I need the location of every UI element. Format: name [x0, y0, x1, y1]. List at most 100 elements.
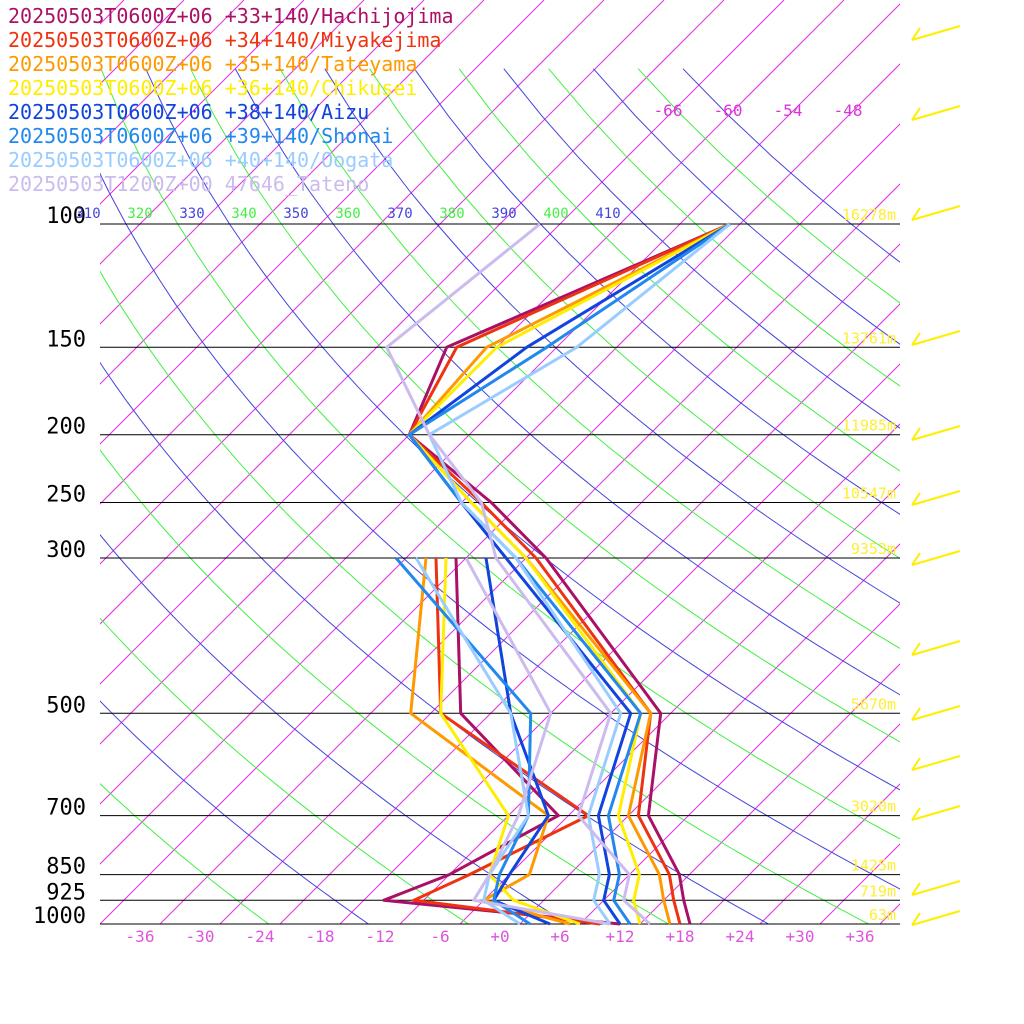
sounding-series: [382, 222, 731, 926]
height-label: 13761m: [842, 329, 896, 347]
height-label: 5670m: [851, 695, 896, 713]
wind-barb: [911, 490, 961, 506]
wind-barb: [911, 25, 961, 41]
temperature-profile: [385, 222, 652, 926]
dry-adiabat-line: [190, 68, 900, 743]
wind-barb: [911, 105, 961, 121]
pressure-label: 100: [46, 204, 86, 229]
height-label: 10547m: [842, 485, 896, 503]
height-label: 3020m: [851, 798, 896, 816]
theta-label: 400: [543, 206, 568, 222]
x-axis-tick-labels: -36 -30 -24 -18 -12 -6 +0 +6 +12 +18 +24 +30 +36: [126, 927, 875, 946]
wind-barb: [911, 880, 961, 896]
wind-barb: [911, 207, 921, 221]
x-tick-label: -6: [430, 927, 449, 946]
pressure-label: 850: [46, 855, 86, 880]
legend-entry: 20250503T0600Z+06 +34+140/Miyakejima: [8, 28, 442, 52]
dry-adiabat-line: [637, 68, 900, 304]
dewpoint-profile: [464, 557, 611, 926]
wind-barb: [911, 807, 921, 821]
x-tick-label: +36: [846, 927, 875, 946]
isotherm-line: [819, 843, 900, 924]
isotherm-line: [100, 0, 605, 505]
wind-barb: [911, 757, 921, 771]
wind-barb: [911, 425, 961, 441]
legend-entry: 20250503T0600Z+06 +33+140/Hachijojima: [8, 4, 454, 28]
dewpoint-profile: [439, 557, 581, 926]
dry-adiabat-line: [593, 68, 900, 345]
dry-adiabat-line: [234, 68, 900, 696]
isotherm-line: [100, 0, 365, 265]
dry-adiabat-line: [369, 68, 900, 559]
dry-adiabat-line: [100, 449, 669, 924]
isotherm-line: [100, 0, 665, 565]
wind-barb: [911, 27, 921, 41]
isotherm-line: [100, 0, 425, 325]
pressure-label: 500: [46, 693, 86, 718]
dry-adiabat-line: [324, 68, 900, 604]
legend-entry: 20250503T1200Z+00 47646_Tateno: [8, 172, 370, 196]
x-tick-label: +0: [490, 927, 509, 946]
isotherm-line: [100, 0, 845, 745]
chart-legend: 20250503T0600Z+06 +33+140/Hachijojima 202…: [8, 4, 454, 196]
dry-adiabat-line: [279, 68, 900, 650]
dry-adiabat-line: [503, 68, 900, 429]
isotherm-line: [100, 0, 305, 205]
dry-adiabat-line: [100, 700, 369, 924]
temperature-profile: [407, 222, 731, 925]
isotherm-line: [399, 423, 900, 924]
isotherm-value-label: -66: [654, 101, 683, 120]
temperature-profile: [407, 222, 731, 925]
isotherm-line: [100, 0, 485, 385]
legend-entry: 20250503T0600Z+06 +36+140/Chikusei: [8, 76, 418, 100]
dry-adiabat-line: [100, 361, 769, 924]
wind-barb: [911, 705, 961, 721]
isotherm-value-label: -48: [834, 101, 863, 120]
wind-barb: [911, 332, 921, 346]
x-tick-label: +18: [666, 927, 695, 946]
theta-label: 390: [491, 206, 516, 222]
dry-adiabat-line: [100, 617, 469, 924]
height-labels: 16278m 13761m 11985m 10547m 9353m 5670m 3020m 1…: [842, 206, 896, 924]
wind-barb: [911, 330, 961, 346]
theta-label: 410: [595, 206, 620, 222]
isotherm-line: [100, 63, 900, 865]
wind-barb: [911, 492, 921, 506]
wind-barb: [911, 805, 961, 821]
wind-barb: [911, 107, 921, 121]
height-label: 9353m: [851, 540, 896, 558]
wind-barbs: [911, 25, 961, 926]
wind-barb: [911, 755, 961, 771]
wind-barb: [911, 912, 921, 926]
x-tick-label: +24: [726, 927, 755, 946]
theta-label: 350: [283, 206, 308, 222]
x-tick-label: +12: [606, 927, 635, 946]
isotherm-line: [219, 243, 900, 924]
legend-entry: 20250503T0600Z+06 +39+140/Shonai: [8, 124, 394, 148]
dry-adiabat-line: [100, 534, 569, 924]
isotherm-line: [100, 0, 725, 625]
dry-adiabat-line: [413, 68, 900, 515]
legend-entry: 20250503T0600Z+06 +40+140/Oogata: [8, 148, 394, 172]
isotherm-value-label: -54: [774, 101, 803, 120]
x-tick-label: -30: [186, 927, 215, 946]
temperature-profile: [407, 222, 731, 925]
wind-barb: [911, 707, 921, 721]
theta-label: 370: [387, 206, 412, 222]
height-label: 719m: [860, 882, 896, 900]
dry-adiabat-line: [548, 68, 900, 387]
isotherm-line: [699, 723, 900, 924]
isotherm-line: [0, 0, 4, 924]
wind-barb: [911, 552, 921, 566]
theta-label: 310: [75, 206, 100, 222]
temperature-profile: [407, 222, 731, 925]
wind-barb: [911, 642, 921, 656]
height-label: 1425m: [851, 857, 896, 875]
x-tick-label: -12: [366, 927, 395, 946]
pressure-label: 250: [46, 483, 86, 508]
wind-barb: [911, 205, 961, 221]
isotherm-line: [519, 543, 900, 924]
temperature-profile: [427, 222, 731, 925]
